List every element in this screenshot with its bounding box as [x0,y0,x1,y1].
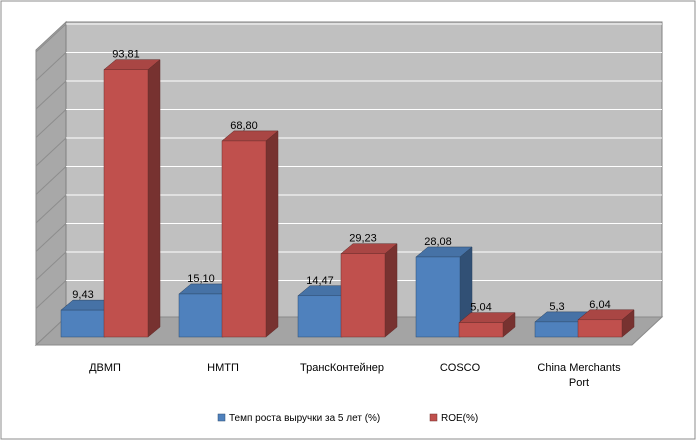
bar-front [221,140,267,338]
bar-side [147,59,161,338]
side-gridline [35,109,67,138]
data-label: 29,23 [349,233,377,245]
bar-front [297,295,343,338]
side-gridline [35,251,67,281]
data-label: 68,80 [230,120,258,132]
data-label: 5,3 [549,301,564,313]
legend-label: Темп роста выручки за 5 лет (%) [229,413,380,424]
side-gridline [35,194,67,224]
category-label: ДВМП [89,362,121,374]
bar [221,130,279,338]
bar-front [534,321,580,338]
legend: Темп роста выручки за 5 лет (%) ROE(%) [217,413,478,424]
side-gridline [35,23,67,53]
bar-front [458,322,504,338]
side-gridline [35,137,67,167]
bar [577,309,635,338]
bar-side [265,130,279,338]
bar [103,59,161,338]
side-wall [35,20,67,347]
bar-front [178,293,224,338]
legend-label: ROE(%) [441,413,478,424]
category-labels: ДВМП НМТП ТрансКонтейнер COSCO China Merchan… [89,362,621,389]
bar-front [577,319,623,338]
side-gridline [35,223,67,252]
category-label: COSCO [440,362,481,374]
category-label: НМТП [207,362,239,374]
legend-swatch [429,413,438,422]
bar-front [60,309,106,338]
side-gridline [35,166,67,195]
data-label: 6,04 [589,299,610,311]
data-label: 15,10 [187,273,215,285]
bar-front [415,256,461,338]
data-label: 5,04 [470,302,491,314]
legend-swatch [217,413,226,422]
data-labels: 9,43 93,81 15,10 68,80 14,47 29,23 28,08 5,04 5,… [72,49,610,314]
data-label: 9,43 [72,289,93,301]
bar-front [340,253,386,338]
side-gridline [35,80,67,110]
data-label: 14,47 [306,275,334,287]
side-gridline [35,280,67,309]
data-label: 93,81 [112,49,140,61]
side-gridline [35,52,67,81]
category-label: China Merchants Port [537,362,621,389]
bar [458,312,516,338]
bars [60,59,635,338]
bar-front [103,69,149,338]
data-label: 28,08 [424,236,452,248]
bar-side [384,243,398,338]
category-label: ТрансКонтейнер [300,362,384,374]
bar [340,243,398,338]
